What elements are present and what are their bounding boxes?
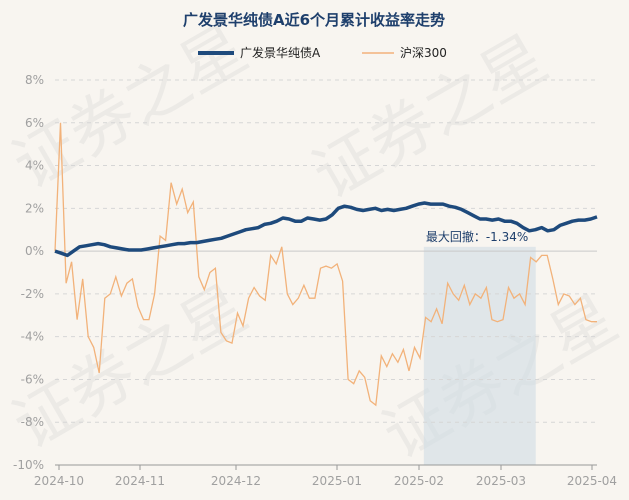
y-tick-label: -6% [21, 372, 44, 386]
max-drawdown-region [423, 246, 536, 465]
x-tick-label: 2024-11 [115, 474, 165, 488]
y-tick-label: -8% [21, 415, 44, 429]
y-tick-label: -10% [13, 458, 44, 472]
y-tick-label: 6% [25, 116, 44, 130]
max-drawdown-label: 最大回撤：-1.34% [426, 229, 528, 244]
x-axis: 2024-10 2024-11 2024-12 2025-01 2025-02 2025-… [34, 464, 617, 488]
x-tick-label: 2025-03 [476, 474, 526, 488]
x-tick-label: 2024-12 [211, 474, 261, 488]
series-line-fund [54, 201, 598, 258]
x-tick-label: 2024-10 [34, 474, 84, 488]
y-tick-label: 0% [25, 244, 44, 258]
y-tick-label: -2% [21, 287, 44, 301]
x-tick-label: 2025-04 [567, 474, 617, 488]
y-tick-label: 2% [25, 201, 44, 215]
x-tick-label: 2025-02 [394, 474, 444, 488]
series-line-hs300 [54, 122, 597, 407]
legend: 广发景华纯债A 沪深300 [198, 45, 447, 60]
x-tick-label: 2025-01 [312, 474, 362, 488]
y-axis: 8% 6% 4% 2% 0% -2% -4% -6% -8% -10% [13, 73, 44, 472]
y-tick-label: -4% [21, 330, 44, 344]
legend-label-index: 沪深300 [400, 46, 447, 60]
y-tick-label: 4% [25, 159, 44, 173]
y-tick-label: 8% [25, 73, 44, 87]
chart-title: 广发景华纯债A近6个月累计收益率走势 [183, 11, 445, 29]
watermark-text: 证券之星 [1, 12, 260, 204]
legend-label-fund: 广发景华纯债A [240, 45, 321, 60]
